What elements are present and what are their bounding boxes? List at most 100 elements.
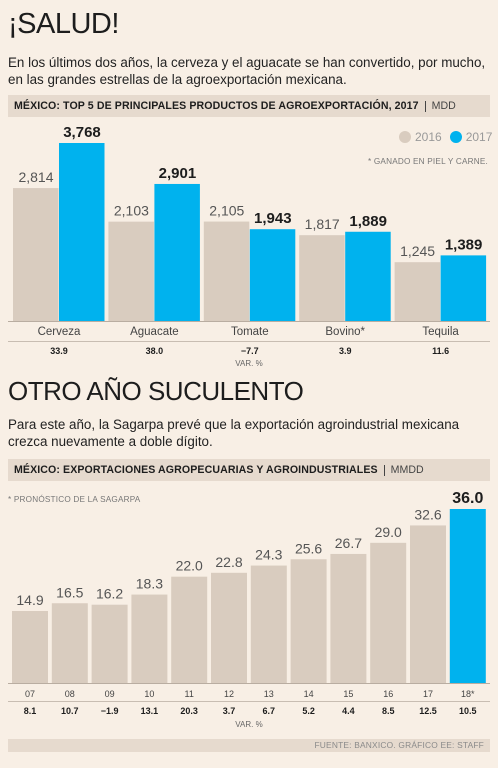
intro-text-1: En los últimos dos años, la cerveza y el…: [8, 55, 486, 87]
bar-18*: [449, 509, 486, 683]
var-value-7: 5.2: [302, 706, 315, 716]
data-label-2017-0: 3,768: [63, 124, 101, 141]
data-label-5: 22.8: [215, 554, 242, 570]
data-label-2016-0: 2,814: [18, 169, 53, 185]
data-label-4: 22.0: [176, 558, 203, 574]
year-label-3: 10: [144, 689, 154, 699]
legend-label-2017: 2017: [465, 130, 493, 144]
headline-salud: ¡SALUD!: [8, 8, 119, 40]
category-label-0: Cerveza: [38, 326, 81, 338]
year-label-8: 15: [343, 689, 353, 699]
bar-2017-3: [345, 231, 391, 321]
year-label-2: 09: [105, 689, 115, 699]
var-label-1: VAR. %: [235, 359, 262, 368]
year-label-9: 16: [383, 689, 393, 699]
data-label-2016-3: 1,817: [305, 216, 340, 232]
var-value-0: 33.9: [50, 346, 68, 356]
bar-07: [12, 610, 48, 683]
var-value-2: −7.7: [241, 346, 259, 356]
var-label-2: VAR. %: [235, 720, 262, 729]
bar-2017-4: [440, 255, 487, 321]
var-value-1: 10.7: [61, 706, 79, 716]
bar-08: [51, 603, 88, 683]
bar-2017-1: [154, 183, 200, 321]
data-label-3: 18.3: [136, 576, 163, 592]
bar-13: [250, 565, 287, 683]
bar-2016-2: [203, 221, 250, 321]
bar-17: [410, 525, 446, 683]
var-value-4: 20.3: [180, 706, 198, 716]
var-value-5: 3.7: [223, 706, 236, 716]
bar-2016-0: [13, 188, 59, 321]
chart-title-1: MÉXICO: TOP 5 DE PRINCIPALES PRODUCTOS D…: [14, 100, 419, 112]
year-label-7: 14: [304, 689, 314, 699]
data-label-2017-4: 1,389: [445, 236, 483, 253]
data-label-7: 25.6: [295, 540, 322, 556]
data-label-2016-1: 2,103: [114, 203, 149, 219]
footnote-ganado: * GANADO EN PIEL Y CARNE.: [368, 157, 488, 166]
bar-10: [131, 594, 168, 683]
var-value-10: 12.5: [419, 706, 437, 716]
data-label-9: 29.0: [375, 524, 402, 540]
year-label-6: 13: [264, 689, 274, 699]
data-label-11: 36.0: [452, 490, 483, 507]
footnote-pronostico: * PRONÓSTICO DE LA SAGARPA: [8, 495, 141, 504]
data-label-10: 32.6: [414, 506, 441, 522]
data-label-2016-4: 1,245: [400, 243, 435, 259]
category-label-2: Tomate: [231, 326, 269, 338]
headline-suculento: OTRO AÑO SUCULENTO: [8, 376, 304, 406]
bar-14: [290, 559, 327, 683]
year-label-11: 18*: [461, 689, 475, 699]
var-value-3: 3.9: [339, 346, 352, 356]
var-value-4: 11.6: [432, 346, 449, 356]
source-footer: FUENTE: BANXICO. GRÁFICO EE: STAFF: [8, 739, 490, 752]
var-value-6: 6.7: [263, 706, 276, 716]
var-value-11: 10.5: [459, 706, 477, 716]
intro-text-2: Para este año, la Sagarpa prevé que la e…: [8, 417, 460, 449]
bar-12: [211, 572, 247, 683]
category-label-1: Aguacate: [130, 326, 179, 338]
chart-unit-2: MMDD: [383, 464, 424, 476]
data-label-6: 24.3: [255, 547, 282, 563]
legend-swatch-2017: [449, 131, 462, 143]
bar-16: [370, 542, 407, 683]
chart-unit-1: MDD: [424, 100, 456, 112]
bar-2016-1: [108, 221, 154, 321]
year-label-0: 07: [25, 689, 35, 699]
chart-title-band-2: MÉXICO: EXPORTACIONES AGROPECUARIAS Y AG…: [8, 459, 490, 481]
data-label-2017-1: 2,901: [159, 165, 197, 182]
var-value-3: 13.1: [141, 706, 159, 716]
year-label-4: 11: [185, 689, 194, 699]
var-value-1: 38.0: [146, 346, 164, 356]
category-label-4: Tequila: [422, 326, 459, 338]
year-label-1: 08: [65, 689, 75, 699]
bar-2016-3: [299, 235, 345, 321]
legend-label-2016: 2016: [415, 130, 442, 144]
data-label-2016-2: 2,105: [209, 203, 244, 219]
data-label-8: 26.7: [335, 535, 362, 551]
category-label-3: Bovino*: [325, 326, 365, 338]
data-label-2017-2: 1,943: [254, 210, 292, 227]
bar-2017-0: [59, 143, 105, 321]
year-label-10: 17: [423, 689, 433, 699]
legend: 2016 2017: [399, 130, 492, 144]
var-value-9: 8.5: [382, 706, 395, 716]
bar-2017-2: [249, 229, 296, 321]
data-label-1: 16.5: [56, 584, 83, 600]
chart-exports: 14.9 07 8.1 16.5 08 10.7 16.2 09 −1.9 18.3 10 13.1 2…: [8, 490, 490, 729]
chart-title-band-1: MÉXICO: TOP 5 DE PRINCIPALES PRODUCTOS D…: [8, 95, 490, 117]
data-label-2: 16.2: [96, 586, 123, 602]
bar-15: [330, 553, 367, 683]
chart-top5: 2,814 3,768 Cerveza 33.9 2,103 2,901 Aguacate 3…: [8, 124, 490, 368]
var-value-2: −1.9: [101, 706, 119, 716]
year-label-5: 12: [224, 689, 234, 699]
bar-11: [171, 576, 208, 683]
legend-swatch-2016: [399, 131, 411, 143]
bar-09: [91, 604, 128, 683]
data-label-0: 14.9: [16, 592, 43, 608]
var-value-0: 8.1: [24, 706, 37, 716]
data-label-2017-3: 1,889: [349, 213, 387, 230]
var-value-8: 4.4: [342, 706, 355, 716]
bar-2016-4: [394, 262, 441, 321]
